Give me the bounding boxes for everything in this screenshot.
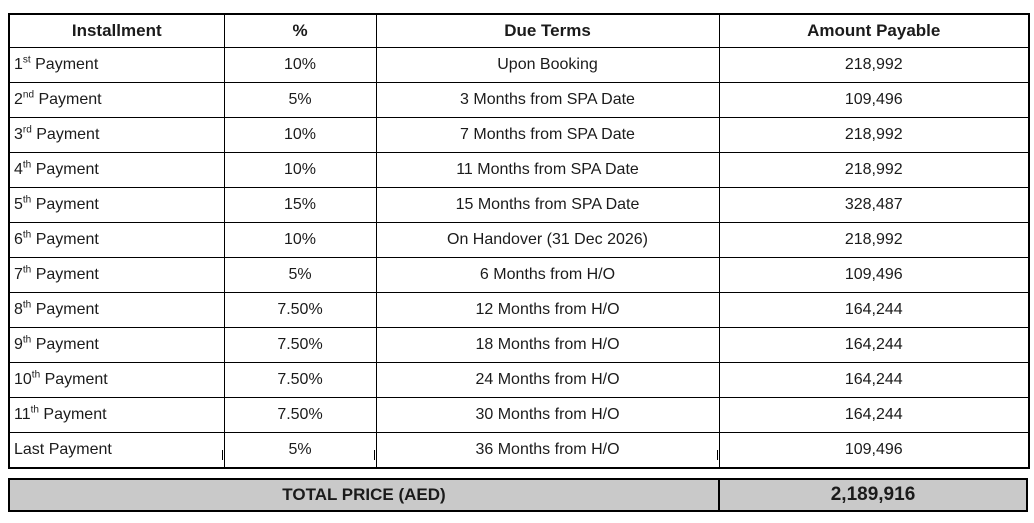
due-terms-cell: 7 Months from SPA Date xyxy=(375,117,720,153)
due-terms-cell: 24 Months from H/O xyxy=(375,362,720,398)
installment-cell: 11th Payment xyxy=(8,397,225,433)
amount-payable-cell: 218,992 xyxy=(718,152,1030,188)
installment-cell: 7th Payment xyxy=(8,257,225,293)
percent-cell: 7.50% xyxy=(223,397,377,433)
installment-cell: 5th Payment xyxy=(8,187,225,223)
installment-cell: 10th Payment xyxy=(8,362,225,398)
due-terms-cell: 18 Months from H/O xyxy=(375,327,720,363)
table-row: 3rd Payment 10% 7 Months from SPA Date 218,… xyxy=(8,117,1030,153)
col-header-installment: Installment xyxy=(8,13,225,48)
installment-cell: 2nd Payment xyxy=(8,82,225,118)
due-terms-cell: 6 Months from H/O xyxy=(375,257,720,293)
col-header-percent: % xyxy=(223,13,377,48)
due-terms-cell: On Handover (31 Dec 2026) xyxy=(375,222,720,258)
table-row: 2nd Payment 5% 3 Months from SPA Date 109,4… xyxy=(8,82,1030,118)
amount-payable-cell: 218,992 xyxy=(718,222,1030,258)
table-row: 9th Payment 7.50% 18 Months from H/O 164,24… xyxy=(8,327,1030,363)
percent-cell: 10% xyxy=(223,222,377,258)
percent-cell: 5% xyxy=(223,82,377,118)
table-row: Last Payment 5% 36 Months from H/O 109,496 xyxy=(8,432,1030,469)
due-terms-cell: 15 Months from SPA Date xyxy=(375,187,720,223)
percent-cell: 5% xyxy=(223,432,377,469)
installment-cell: 4th Payment xyxy=(8,152,225,188)
due-terms-cell: 36 Months from H/O xyxy=(375,432,720,469)
amount-payable-cell: 164,244 xyxy=(718,292,1030,328)
total-price-value: 2,189,916 xyxy=(830,484,916,505)
percent-cell: 7.50% xyxy=(223,292,377,328)
amount-payable-cell: 328,487 xyxy=(718,187,1030,223)
col-header-due-terms: Due Terms xyxy=(375,13,720,48)
total-price-label: TOTAL PRICE (AED) xyxy=(10,480,720,510)
installment-cell: Last Payment xyxy=(8,432,225,469)
due-terms-cell: 12 Months from H/O xyxy=(375,292,720,328)
total-row: TOTAL PRICE (AED) 2,189,916 xyxy=(8,478,1028,512)
payment-plan-table: Installment % Due Terms Amount Payable 1… xyxy=(8,13,1030,469)
percent-cell: 5% xyxy=(223,257,377,293)
installment-cell: 1st Payment xyxy=(8,47,225,83)
amount-payable-cell: 109,496 xyxy=(718,257,1030,293)
due-terms-cell: Upon Booking xyxy=(375,47,720,83)
table-row: 7th Payment 5% 6 Months from H/O 109,496 xyxy=(8,257,1030,293)
amount-payable-cell: 109,496 xyxy=(718,432,1030,469)
table-row: 10th Payment 7.50% 24 Months from H/O 164,2… xyxy=(8,362,1030,398)
header-row: Installment % Due Terms Amount Payable xyxy=(8,13,1030,48)
amount-payable-cell: 218,992 xyxy=(718,117,1030,153)
table-row: 6th Payment 10% On Handover (31 Dec 2026) 2… xyxy=(8,222,1030,258)
due-terms-cell: 11 Months from SPA Date xyxy=(375,152,720,188)
installment-cell: 6th Payment xyxy=(8,222,225,258)
amount-payable-cell: 164,244 xyxy=(718,327,1030,363)
due-terms-cell: 30 Months from H/O xyxy=(375,397,720,433)
table-row: 5th Payment 15% 15 Months from SPA Date 328… xyxy=(8,187,1030,223)
amount-payable-cell: 164,244 xyxy=(718,397,1030,433)
table-row: 11th Payment 7.50% 30 Months from H/O 164,2… xyxy=(8,397,1030,433)
table-row: 1st Payment 10% Upon Booking 218,992 xyxy=(8,47,1030,83)
percent-cell: 7.50% xyxy=(223,327,377,363)
amount-payable-cell: 109,496 xyxy=(718,82,1030,118)
grid-stub xyxy=(374,450,375,460)
amount-payable-cell: 218,992 xyxy=(718,47,1030,83)
grid-stub xyxy=(222,450,223,460)
due-terms-cell: 3 Months from SPA Date xyxy=(375,82,720,118)
col-header-amount-payable: Amount Payable xyxy=(718,13,1030,48)
table-row: 8th Payment 7.50% 12 Months from H/O 164,24… xyxy=(8,292,1030,328)
installment-cell: 3rd Payment xyxy=(8,117,225,153)
percent-cell: 15% xyxy=(223,187,377,223)
percent-cell: 10% xyxy=(223,117,377,153)
percent-cell: 10% xyxy=(223,152,377,188)
table-row: 4th Payment 10% 11 Months from SPA Date 218… xyxy=(8,152,1030,188)
percent-cell: 10% xyxy=(223,47,377,83)
amount-payable-cell: 164,244 xyxy=(718,362,1030,398)
installment-cell: 9th Payment xyxy=(8,327,225,363)
grid-stub xyxy=(717,450,718,460)
percent-cell: 7.50% xyxy=(223,362,377,398)
installment-cell: 8th Payment xyxy=(8,292,225,328)
